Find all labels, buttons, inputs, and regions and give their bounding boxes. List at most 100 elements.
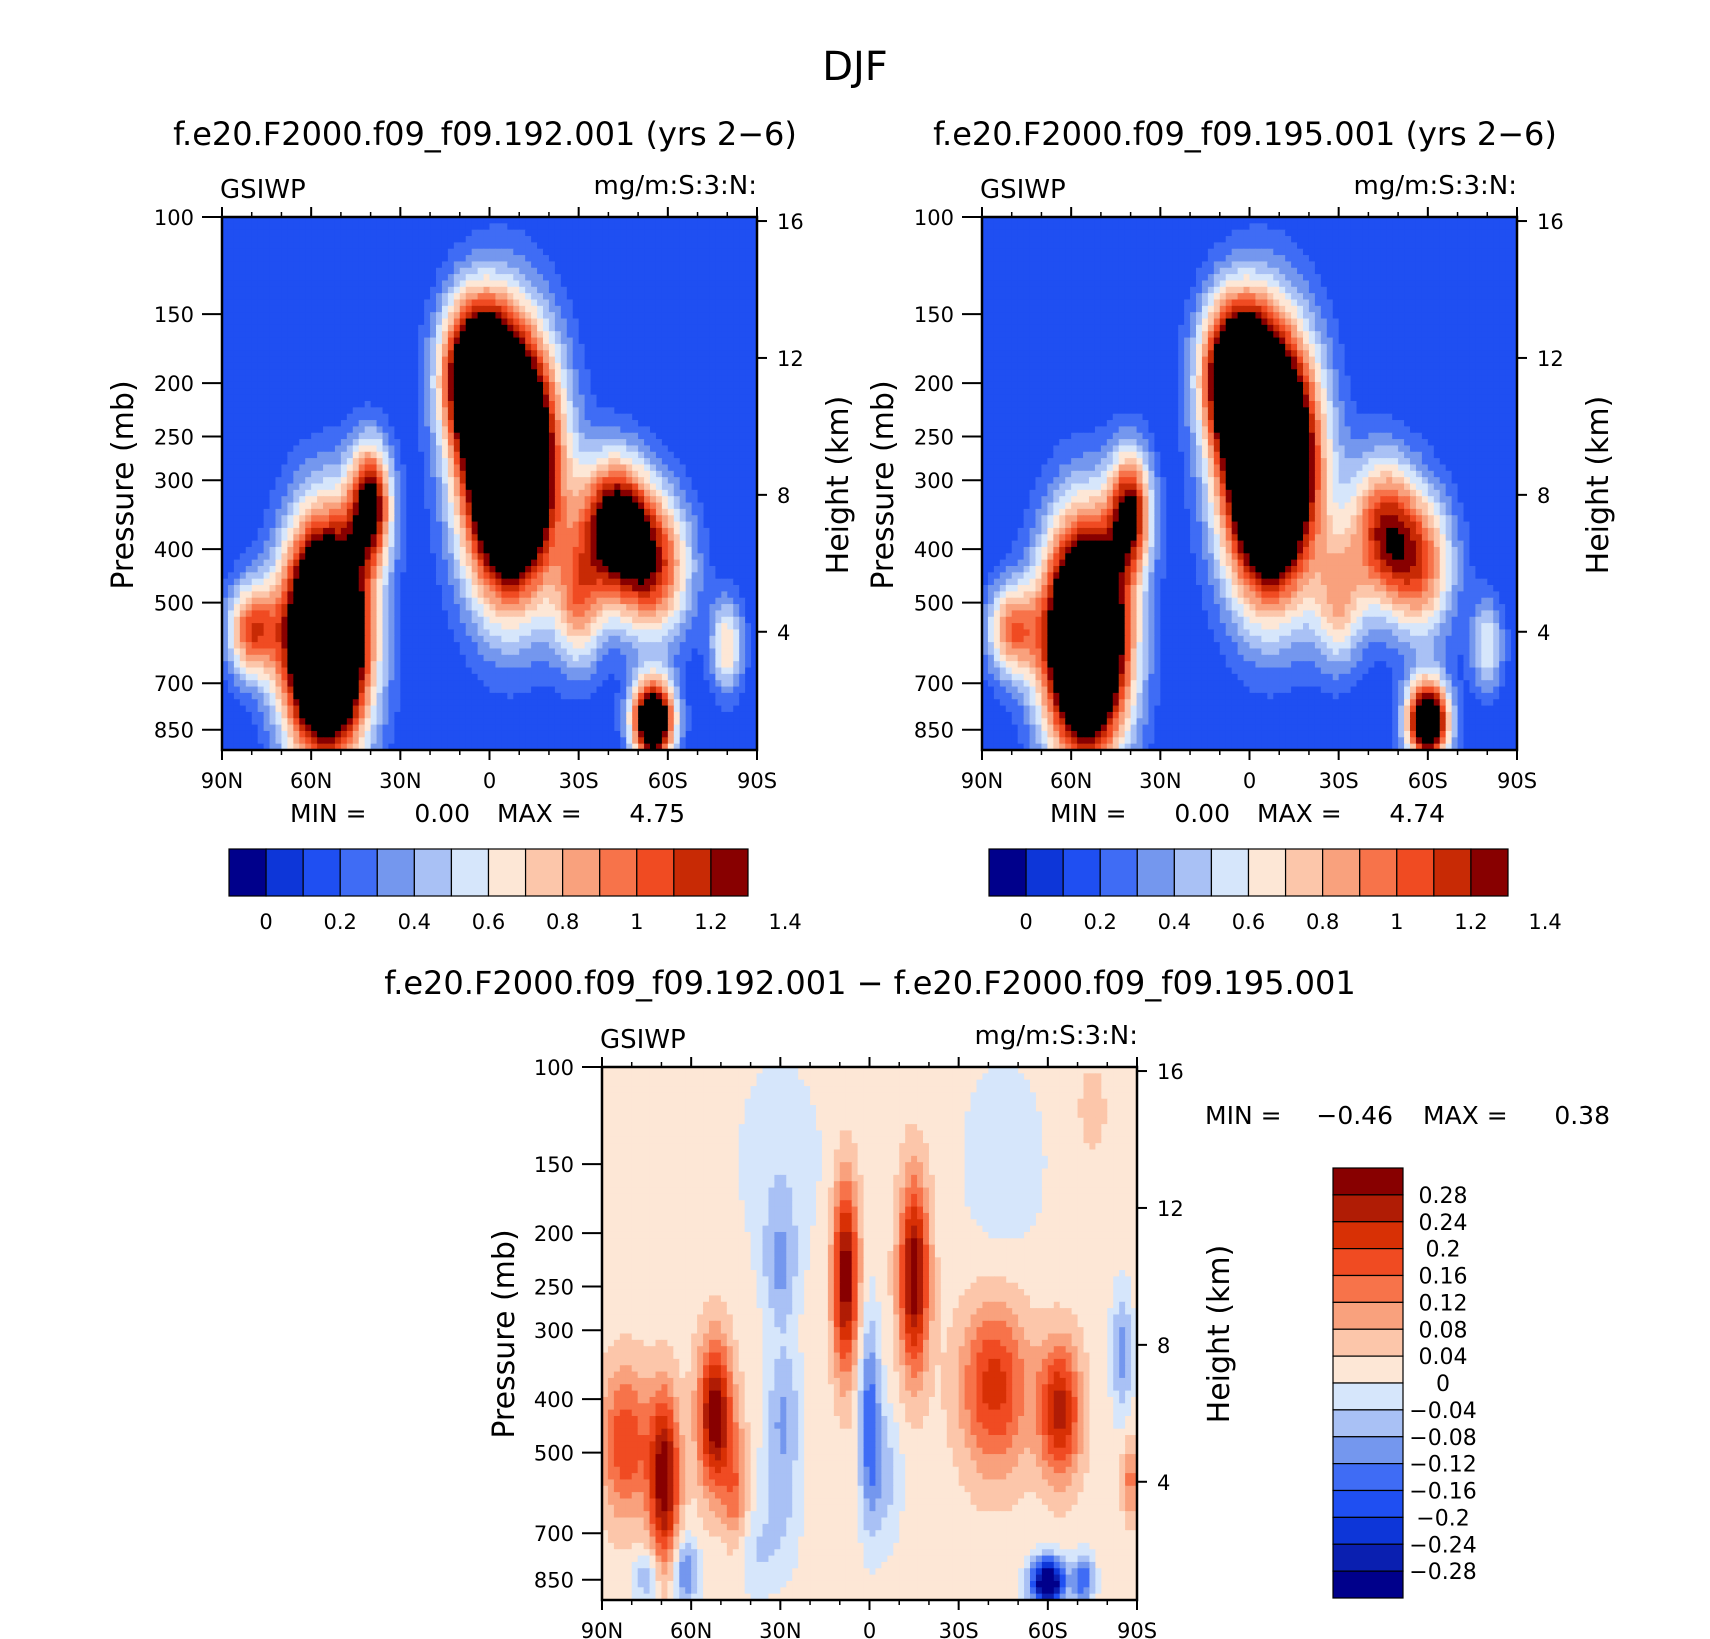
heatmap-cell — [715, 534, 722, 542]
heatmap-cell — [733, 394, 740, 402]
heatmap-cell — [632, 489, 639, 497]
heatmap-cell — [697, 350, 705, 358]
heatmap-cell — [299, 324, 306, 332]
heatmap-cell — [661, 432, 669, 440]
heatmap-cell — [745, 312, 752, 320]
heatmap-cell — [715, 267, 722, 275]
heatmap-cell — [251, 477, 259, 485]
heatmap-cell — [703, 362, 711, 370]
heatmap-cell — [269, 356, 277, 364]
heatmap-cell — [441, 331, 449, 339]
heatmap-cell — [459, 534, 467, 542]
heatmap-cell — [239, 236, 247, 243]
heatmap-cell — [388, 508, 395, 516]
heatmap-cell — [471, 502, 479, 510]
heatmap-cell — [543, 515, 550, 523]
heatmap-cell — [667, 426, 675, 434]
heatmap-cell — [287, 426, 294, 434]
heatmap-cell — [222, 318, 229, 326]
heatmap-cell — [299, 318, 306, 326]
heatmap-cell — [709, 445, 716, 453]
heatmap-cell — [584, 267, 592, 275]
heatmap-cell — [644, 401, 651, 408]
heatmap-cell — [709, 375, 716, 383]
heatmap-cell — [537, 299, 544, 307]
heatmap-cell — [590, 217, 598, 224]
heatmap-cell — [329, 565, 336, 573]
heatmap-cell — [715, 470, 722, 478]
heatmap-cell — [650, 305, 657, 313]
heatmap-cell — [394, 426, 401, 434]
heatmap-cell — [673, 274, 681, 282]
heatmap-cell — [227, 236, 235, 243]
heatmap-cell — [453, 375, 461, 383]
heatmap-cell — [459, 489, 467, 497]
heatmap-cell — [233, 350, 241, 358]
heatmap-cell — [483, 280, 491, 288]
heatmap-cell — [275, 521, 283, 529]
heatmap-cell — [655, 312, 663, 320]
heatmap-cell — [430, 496, 437, 504]
heatmap-cell — [745, 388, 752, 396]
heatmap-cell — [376, 540, 384, 548]
heatmap-cell — [548, 248, 556, 256]
heatmap-cell — [608, 496, 615, 504]
heatmap-cell — [346, 565, 354, 573]
heatmap-cell — [382, 299, 390, 307]
heatmap-cell — [406, 362, 413, 370]
heatmap-cell — [751, 299, 758, 307]
heatmap-cell — [584, 375, 592, 383]
heatmap-cell — [465, 343, 473, 351]
heatmap-cell — [394, 248, 401, 256]
heatmap-cell — [733, 413, 740, 421]
heatmap-cell — [584, 553, 592, 561]
heatmap-cell — [239, 565, 247, 573]
heatmap-cell — [239, 559, 247, 567]
heatmap-cell — [554, 534, 562, 542]
heatmap-cell — [614, 312, 621, 320]
heatmap-cell — [691, 458, 699, 466]
heatmap-cell — [424, 407, 431, 415]
heatmap-cell — [287, 540, 294, 548]
heatmap-cell — [412, 248, 419, 256]
heatmap-cell — [245, 381, 253, 389]
heatmap-cell — [227, 274, 235, 282]
heatmap-cell — [275, 356, 283, 364]
heatmap-cell — [251, 362, 259, 370]
heatmap-cell — [691, 318, 699, 326]
heatmap-cell — [263, 286, 271, 294]
heatmap-cell — [608, 312, 615, 320]
heatmap-cell — [418, 293, 425, 301]
heatmap-cell — [673, 337, 681, 345]
heatmap-cell — [608, 229, 615, 237]
heatmap-cell — [323, 540, 330, 548]
heatmap-cell — [507, 521, 514, 529]
heatmap-cell — [644, 242, 651, 250]
heatmap-cell — [477, 267, 485, 275]
heatmap-cell — [745, 356, 752, 364]
heatmap-cell — [382, 337, 390, 345]
heatmap-cell — [590, 527, 598, 535]
heatmap-cell — [311, 280, 318, 288]
heatmap-cell — [346, 242, 354, 250]
heatmap-cell — [703, 261, 711, 269]
heatmap-cell — [519, 350, 526, 358]
heatmap-cell — [537, 553, 544, 561]
heatmap-cell — [412, 445, 419, 453]
heatmap-cell — [340, 248, 348, 256]
heatmap-cell — [733, 477, 740, 485]
heatmap-cell — [650, 432, 657, 440]
heatmap-cell — [358, 527, 366, 535]
panel-top-left-units-label: mg/m:S:3:N: — [594, 171, 757, 201]
heatmap-cell — [715, 508, 722, 516]
heatmap-cell — [507, 274, 514, 282]
heatmap-cell — [614, 248, 621, 256]
heatmap-cell — [596, 464, 604, 472]
heatmap-cell — [679, 407, 687, 415]
heatmap-cell — [644, 540, 651, 548]
heatmap-cell — [525, 248, 532, 256]
heatmap-cell — [685, 248, 693, 256]
heatmap-cell — [412, 496, 419, 504]
heatmap-cell — [406, 248, 413, 256]
heatmap-cell — [358, 477, 366, 485]
